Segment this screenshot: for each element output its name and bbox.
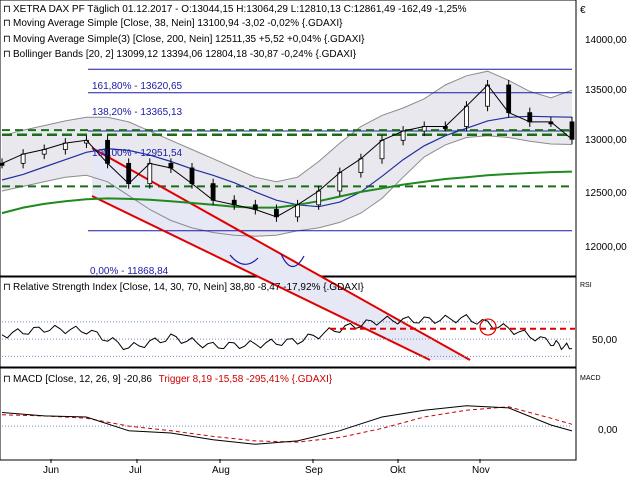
rsi-legend: Relative Strength Index [Close, 14, 30, …	[13, 282, 364, 293]
x-tick-label: Jun	[43, 465, 59, 476]
macd-legend-trigger: Trigger 8,19 -15,58 -295,41% {.GDAXI}	[159, 374, 333, 385]
ma200-line	[1, 170, 573, 215]
price-candle	[210, 183, 216, 201]
macd-legend: MACD [Close, 12, 26, 9] -20,86 Trigger 8…	[13, 374, 333, 385]
price-candle	[147, 162, 153, 185]
legend-entry-bollinger: Bollinger Bands [20, 2] 13099,12 13394,0…	[13, 49, 357, 60]
price-candle	[337, 172, 343, 192]
legend-entry-ma200: Moving Average Simple(3) [Close, 200, Ne…	[13, 34, 365, 45]
price-candle	[20, 153, 26, 164]
bottom-marker-arc	[280, 253, 305, 268]
legend-line-icon: ⊓	[3, 374, 11, 385]
bollinger-lower-line	[1, 135, 573, 237]
fib-label-138: 138,20% - 13365,13	[92, 107, 183, 118]
x-tick-label: Jul	[129, 465, 142, 476]
price-layer	[0, 68, 575, 361]
fib-label-161: 161,80% - 13620,65	[92, 81, 183, 92]
macd-panel-frame	[0, 367, 577, 461]
price-y-tick: 13000,00	[585, 135, 627, 146]
legend-line-icon: ⊓	[3, 18, 11, 29]
ma38-line	[1, 115, 573, 208]
price-candle	[126, 162, 132, 185]
rsi-y-tick: 50,00	[592, 335, 617, 346]
currency-symbol: €	[580, 5, 586, 16]
legend-entry-price: XETRA DAX PF Täglich 01.12.2017 - O:1304…	[13, 4, 467, 15]
macd-line	[1, 405, 573, 445]
fib-label-100: 100,00% - 12951,54	[92, 148, 183, 159]
channel-line-lower	[91, 195, 431, 361]
price-candle	[464, 105, 469, 127]
price-candle	[316, 190, 322, 206]
macd-y-tick: 0,00	[598, 425, 618, 436]
x-tick-label: Okt	[390, 465, 406, 476]
bottom-marker-arc	[229, 254, 259, 265]
legend-line-icon: ⊓	[3, 49, 11, 60]
price-y-tick: 12000,00	[585, 242, 627, 253]
macd-trigger-line	[1, 406, 573, 443]
price-candle	[400, 130, 406, 141]
macd-layer	[1, 405, 573, 463]
price-candle	[62, 142, 68, 150]
x-tick-label: Sep	[305, 465, 323, 476]
price-close-line	[1, 84, 573, 218]
price-candle	[0, 162, 5, 166]
price-candle	[295, 204, 300, 218]
macd-legend-main: MACD [Close, 12, 26, 9] -20,86	[13, 374, 152, 385]
fib-label-0: 0,00% - 11868,84	[90, 266, 169, 277]
price-candle	[506, 84, 512, 114]
price-legend: ⊓ XETRA DAX PF Täglich 01.12.2017 - O:13…	[3, 4, 467, 60]
x-tick-label: Nov	[472, 465, 490, 476]
price-candle	[527, 112, 533, 123]
price-candle	[485, 84, 490, 107]
legend-line-icon: ⊓	[3, 282, 11, 293]
price-candle	[379, 139, 385, 160]
legend-line-icon: ⊓	[3, 34, 11, 45]
rsi-layer	[1, 314, 575, 357]
macd-tag: MACD	[580, 375, 601, 382]
price-y-tick: 13500,00	[585, 85, 627, 96]
rsi-highlight-circle	[479, 318, 497, 336]
legend-line-icon: ⊓	[3, 4, 11, 15]
legend-entry-ma38: Moving Average Simple [Close, 38, Nein] …	[13, 18, 343, 29]
price-candle	[569, 121, 575, 140]
price-y-tick: 12500,00	[585, 188, 627, 199]
bollinger-upper-line	[1, 70, 573, 183]
price-y-tick: 14000,00	[585, 35, 627, 46]
price-candle	[189, 167, 195, 185]
price-candle	[358, 158, 364, 173]
rsi-tag: RSI	[580, 282, 592, 289]
x-tick-label: Aug	[212, 465, 230, 476]
